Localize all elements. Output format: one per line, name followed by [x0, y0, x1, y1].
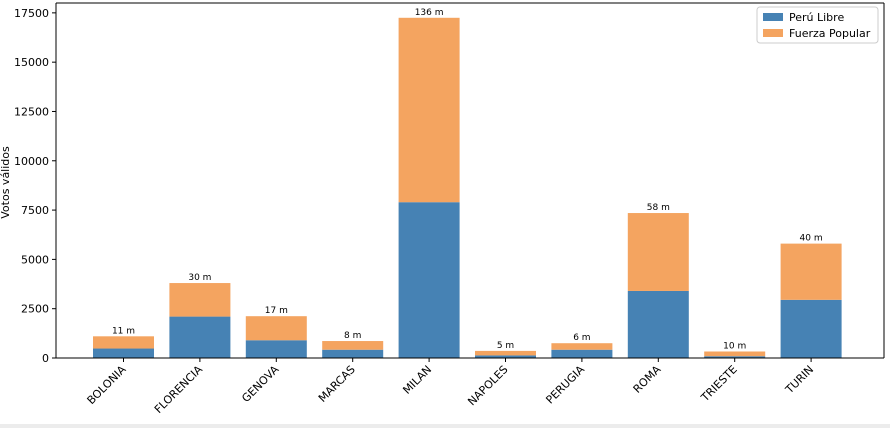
bar-florencia-series-0 — [169, 316, 231, 358]
bar-milan-series-1 — [398, 17, 460, 203]
x-tick-label-milan: MILAN — [400, 363, 434, 397]
bar-total-label: 8 m — [344, 331, 361, 341]
x-tick-label-perugia: PERUGIA — [543, 363, 587, 407]
legend-swatch-0 — [763, 13, 783, 21]
bar-perugia-series-1 — [551, 343, 613, 350]
legend-swatch-1 — [763, 29, 783, 37]
y-tick-label: 10000 — [14, 155, 49, 168]
bar-total-label: 5 m — [497, 341, 514, 351]
y-tick-label: 0 — [42, 352, 49, 365]
y-tick-label: 17500 — [14, 7, 49, 20]
bar-total-label: 17 m — [265, 306, 288, 316]
bar-trieste-series-0 — [704, 356, 766, 358]
bar-total-label: 10 m — [723, 341, 746, 351]
bar-turin-series-1 — [780, 243, 842, 300]
x-tick-label-turin: TURIN — [782, 363, 816, 397]
x-tick-label-bolonia: BOLONIA — [84, 363, 128, 407]
bar-roma-series-1 — [627, 213, 689, 291]
bar-roma-series-0 — [627, 290, 689, 358]
bars-layer — [93, 17, 842, 358]
y-axis-label: Votos válidos — [0, 146, 12, 219]
y-tick-label: 7500 — [21, 204, 49, 217]
legend-box — [756, 6, 879, 44]
x-tick-label-genova: GENOVA — [239, 363, 281, 405]
bar-marcas-series-0 — [322, 349, 384, 358]
bar-milan-series-0 — [398, 202, 460, 358]
bar-trieste-series-1 — [704, 351, 766, 357]
bar-bolonia-series-0 — [93, 348, 154, 358]
bar-marcas-series-1 — [322, 341, 384, 350]
y-tick-label: 15000 — [14, 56, 49, 69]
bar-total-label: 6 m — [573, 333, 590, 343]
x-tick-label-florencia: FLORENCIA — [152, 363, 205, 416]
bottom-strip — [0, 424, 890, 428]
x-tick-label-napoles: NAPOLES — [465, 363, 510, 408]
y-tick-label: 12500 — [14, 105, 49, 118]
bar-genova-series-1 — [245, 316, 307, 341]
bar-total-label: 136 m — [415, 8, 444, 18]
bar-total-label: 58 m — [647, 203, 670, 213]
bar-total-label: 11 m — [112, 326, 135, 336]
bar-perugia-series-0 — [551, 349, 613, 358]
legend-label-0: Perú Libre — [789, 11, 844, 24]
bar-napoles-series-1 — [475, 350, 536, 356]
y-tick-label: 2500 — [21, 303, 49, 316]
bar-napoles-series-0 — [475, 355, 536, 358]
bar-turin-series-0 — [780, 299, 842, 358]
bar-genova-series-0 — [245, 340, 307, 358]
bar-total-label: 40 m — [800, 234, 823, 244]
bar-florencia-series-1 — [169, 283, 231, 317]
y-tick-label: 5000 — [21, 253, 49, 266]
x-tick-label-marcas: MARCAS — [316, 363, 358, 405]
bar-labels-layer: 11 m 30 m 17 m 8 m 136 m 5 m 6 m 58 m 10 m 40 m — [112, 8, 823, 352]
bar-bolonia-series-1 — [93, 336, 154, 349]
legend-label-1: Fuerza Popular — [789, 27, 871, 40]
bar-total-label: 30 m — [188, 273, 211, 283]
x-tick-label-trieste: TRIESTE — [698, 363, 740, 405]
x-tick-label-roma: ROMA — [631, 363, 664, 396]
legend: Perú Libre Fuerza Popular — [756, 6, 879, 44]
